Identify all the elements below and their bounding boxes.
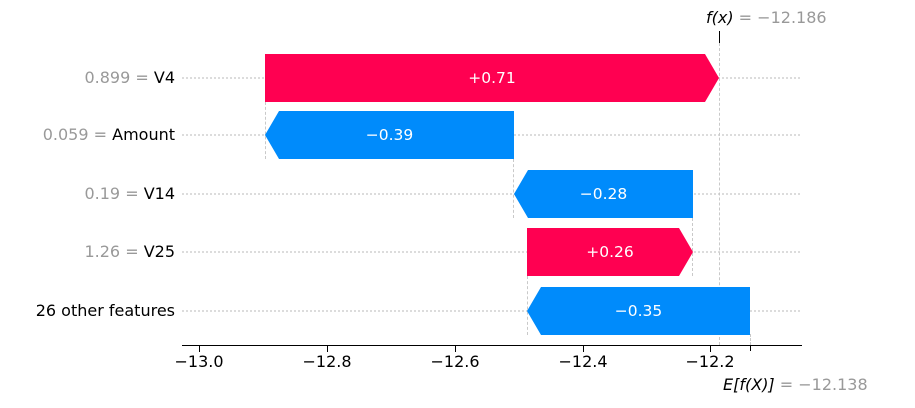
- fx-annotation-value: = −12.186: [733, 8, 827, 27]
- bar-v4: +0.71: [265, 54, 719, 102]
- bar-other: −0.35: [527, 287, 750, 335]
- x-tick-0: [199, 346, 200, 352]
- ylabel-amount-name: Amount: [112, 125, 175, 144]
- connector-v14-v25: [692, 218, 693, 276]
- ylabel-v25-value: 1.26 =: [84, 242, 144, 261]
- ylabel-amount-value: 0.059 =: [42, 125, 113, 144]
- fx-annotation-name: f(x): [706, 8, 734, 27]
- x-tick-label-2: −12.6: [430, 352, 480, 371]
- ylabel-v4-value: 0.899 =: [84, 68, 154, 87]
- x-tick-label-1: −12.8: [302, 352, 352, 371]
- ylabel-v14-value: 0.19 =: [84, 184, 144, 203]
- x-tick-label-0: −13.0: [174, 352, 224, 371]
- ylabel-v14-name: V14: [143, 184, 175, 203]
- row-leader-v14: [182, 193, 800, 195]
- bar-v25-value: +0.26: [586, 243, 634, 261]
- ylabel-other-name: 26 other features: [35, 301, 175, 320]
- ef-annotation-name: E[f(X)]: [723, 375, 775, 394]
- ylabel-v4-name: V4: [153, 68, 175, 87]
- fx-dashed-line: [719, 43, 720, 345]
- ylabel-v14: 0.19 = V14: [0, 183, 175, 205]
- fx-top-tick-mark: [719, 31, 720, 43]
- row-leader-v25: [182, 251, 800, 253]
- x-tick-label-3: −12.4: [558, 352, 608, 371]
- ylabel-amount: 0.059 = Amount: [0, 124, 175, 146]
- x-axis-line: [182, 345, 802, 346]
- fx-annotation: f(x) = −12.186: [706, 8, 827, 27]
- ylabel-v25-name: V25: [143, 242, 175, 261]
- bar-amount-value: −0.39: [365, 126, 414, 144]
- connector-v25-other: [527, 276, 528, 335]
- bar-v25: +0.26: [527, 228, 693, 276]
- connector-amount-v14: [513, 159, 514, 218]
- bar-v14: −0.28: [514, 170, 693, 218]
- bar-v14-value: −0.28: [579, 185, 628, 203]
- x-tick-3: [583, 346, 584, 352]
- ylabel-v25: 1.26 = V25: [0, 241, 175, 263]
- x-tick-1: [327, 346, 328, 352]
- ef-annotation-value: = −12.138: [774, 375, 868, 394]
- x-tick-2: [455, 346, 456, 352]
- ef-annotation: E[f(X)] = −12.138: [723, 375, 868, 394]
- bar-v4-value: +0.71: [468, 69, 516, 87]
- ylabel-other: 26 other features: [0, 300, 175, 322]
- ylabel-v4: 0.899 = V4: [0, 67, 175, 89]
- bar-other-value: −0.35: [614, 302, 663, 320]
- ef-dashed-line: [750, 334, 751, 345]
- ef-tick-mark: [750, 346, 751, 351]
- row-leader-other: [182, 310, 800, 312]
- x-tick-4: [710, 346, 711, 352]
- bar-amount: −0.39: [265, 111, 514, 159]
- connector-v4-amount: [265, 102, 266, 159]
- x-tick-label-4: −12.2: [685, 352, 735, 371]
